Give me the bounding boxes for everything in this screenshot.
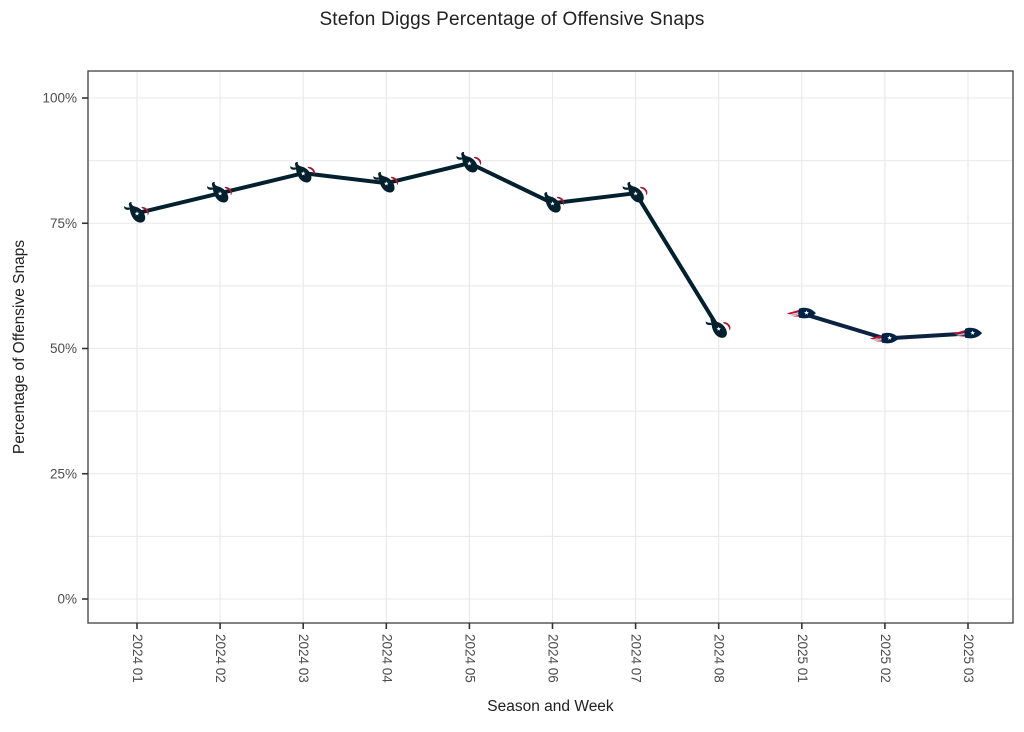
series-line (135, 161, 721, 331)
texans-logo-marker (456, 151, 482, 173)
x-tick-label: 2024 02 (213, 634, 228, 683)
x-tick-label: 2024 03 (296, 634, 311, 683)
y-tick-label: 50% (50, 341, 77, 356)
x-tick-label: 2024 08 (712, 634, 727, 683)
x-tick-label: 2024 07 (629, 634, 644, 683)
x-tick-label: 2024 05 (462, 634, 477, 683)
y-tick-label: 0% (57, 592, 77, 607)
x-tick-label: 2024 01 (130, 634, 145, 683)
panel-border (87, 70, 1014, 624)
y-tick-label: 100% (42, 91, 77, 106)
texans-logo-marker (705, 317, 731, 338)
x-tick-label: 2025 03 (961, 634, 976, 683)
chart-title: Stefon Diggs Percentage of Offensive Sna… (319, 9, 705, 30)
y-tick-label: 25% (50, 466, 77, 481)
x-tick-label: 2025 02 (878, 634, 893, 683)
y-tick-label: 75% (50, 216, 77, 231)
patriots-logo-marker (953, 327, 983, 339)
x-tick-label: 2025 01 (795, 634, 810, 683)
x-tick-label: 2024 06 (546, 634, 561, 683)
x-axis-title: Season and Week (487, 698, 614, 715)
x-tick-label: 2024 04 (379, 634, 394, 683)
